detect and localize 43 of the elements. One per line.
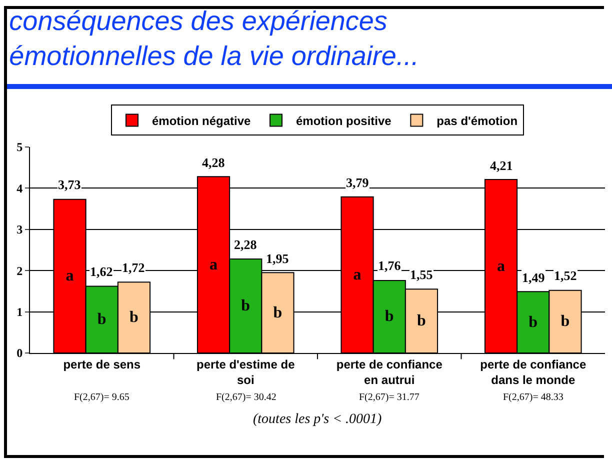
data-label: 2,28	[234, 237, 258, 252]
x-tick-label: perte de confiance en autrui	[336, 357, 443, 387]
data-label: 3,79	[346, 175, 370, 190]
data-label: 1,55	[410, 267, 434, 282]
data-label: 4,21	[490, 158, 513, 173]
x-tick-label: perte de sens	[63, 357, 141, 372]
legend-label: émotion positive	[296, 114, 392, 128]
chart-title: conséquences des expériences émotionnelles de la vie ordinaire...	[9, 6, 419, 72]
text: F(2,67)= 30.42	[216, 392, 276, 403]
annotation: a	[353, 266, 362, 284]
data-label: 1,62	[90, 264, 113, 279]
x-tick-label: perte de confiance dans le monde	[480, 357, 586, 387]
data-label: 1,52	[554, 268, 577, 283]
annotation: b	[241, 298, 250, 315]
annotation: a	[497, 258, 506, 275]
y-tick-label: 0	[16, 346, 23, 360]
legend-label: pas d'émotion	[436, 114, 518, 128]
y-tick-label: 4	[16, 181, 23, 196]
annotation: a	[66, 268, 74, 285]
annotation: b	[528, 314, 538, 331]
annotation: b	[384, 308, 394, 326]
text: (toutes les p's < .0001)	[253, 412, 382, 427]
y-tick-label: 5	[16, 140, 23, 154]
annotation: a	[210, 256, 218, 274]
data-label: 1,76	[378, 258, 402, 273]
annotation: b	[416, 312, 426, 330]
annotation: b	[273, 304, 282, 322]
legend-label: émotion négative	[152, 114, 252, 128]
data-label: 4,28	[202, 155, 226, 170]
annotation: b	[560, 313, 570, 330]
y-tick-label: 2	[16, 264, 23, 278]
text: F(2,67)= 48.33	[503, 392, 564, 403]
text: F(2,67)= 31.77	[359, 392, 420, 403]
data-label: 3,73	[58, 177, 82, 192]
y-tick-label: 1	[16, 305, 23, 319]
data-label: 1,72	[122, 260, 145, 275]
data-label: 1,49	[522, 270, 546, 285]
annotation: b	[97, 311, 106, 328]
y-tick-label: 3	[16, 222, 23, 237]
annotation: b	[129, 309, 138, 326]
data-label: 1,95	[266, 251, 290, 266]
x-tick-label: perte d'estime de soi	[196, 357, 296, 387]
text: F(2,67)= 9.65	[74, 392, 130, 403]
